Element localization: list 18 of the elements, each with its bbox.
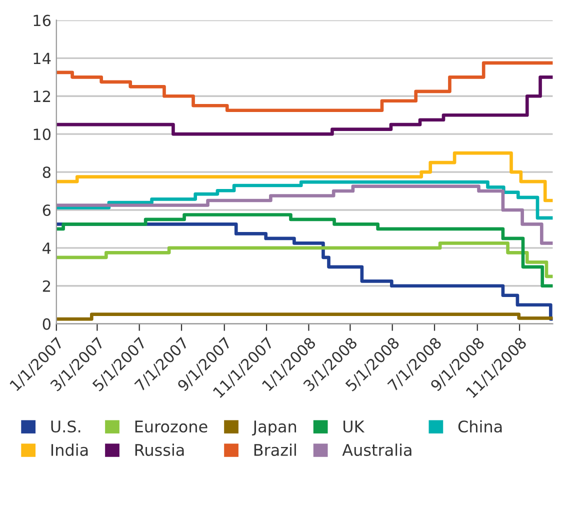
y-tick-label: 10 bbox=[34, 128, 51, 140]
legend-label: Brazil bbox=[254, 444, 296, 456]
y-tick-label: 4 bbox=[42, 242, 51, 254]
y-tick-label: 12 bbox=[34, 90, 50, 102]
legend-label: India bbox=[51, 444, 88, 456]
legend-label: Eurozone bbox=[135, 420, 208, 433]
legend-label: Russia bbox=[135, 444, 184, 456]
y-tick-label: 8 bbox=[42, 166, 50, 178]
y-tick-label: 14 bbox=[34, 52, 51, 64]
y-tick-label: 16 bbox=[34, 14, 51, 26]
legend-label: UK bbox=[344, 420, 365, 433]
y-tick-label: 2 bbox=[42, 280, 50, 292]
legend-label: Australia bbox=[342, 444, 412, 456]
y-tick-label: 0 bbox=[42, 318, 51, 330]
legend-label: China bbox=[458, 420, 502, 433]
legend-label: Japan bbox=[252, 420, 296, 436]
legend-label: U.S. bbox=[51, 420, 80, 433]
y-tick-label: 6 bbox=[42, 204, 51, 216]
